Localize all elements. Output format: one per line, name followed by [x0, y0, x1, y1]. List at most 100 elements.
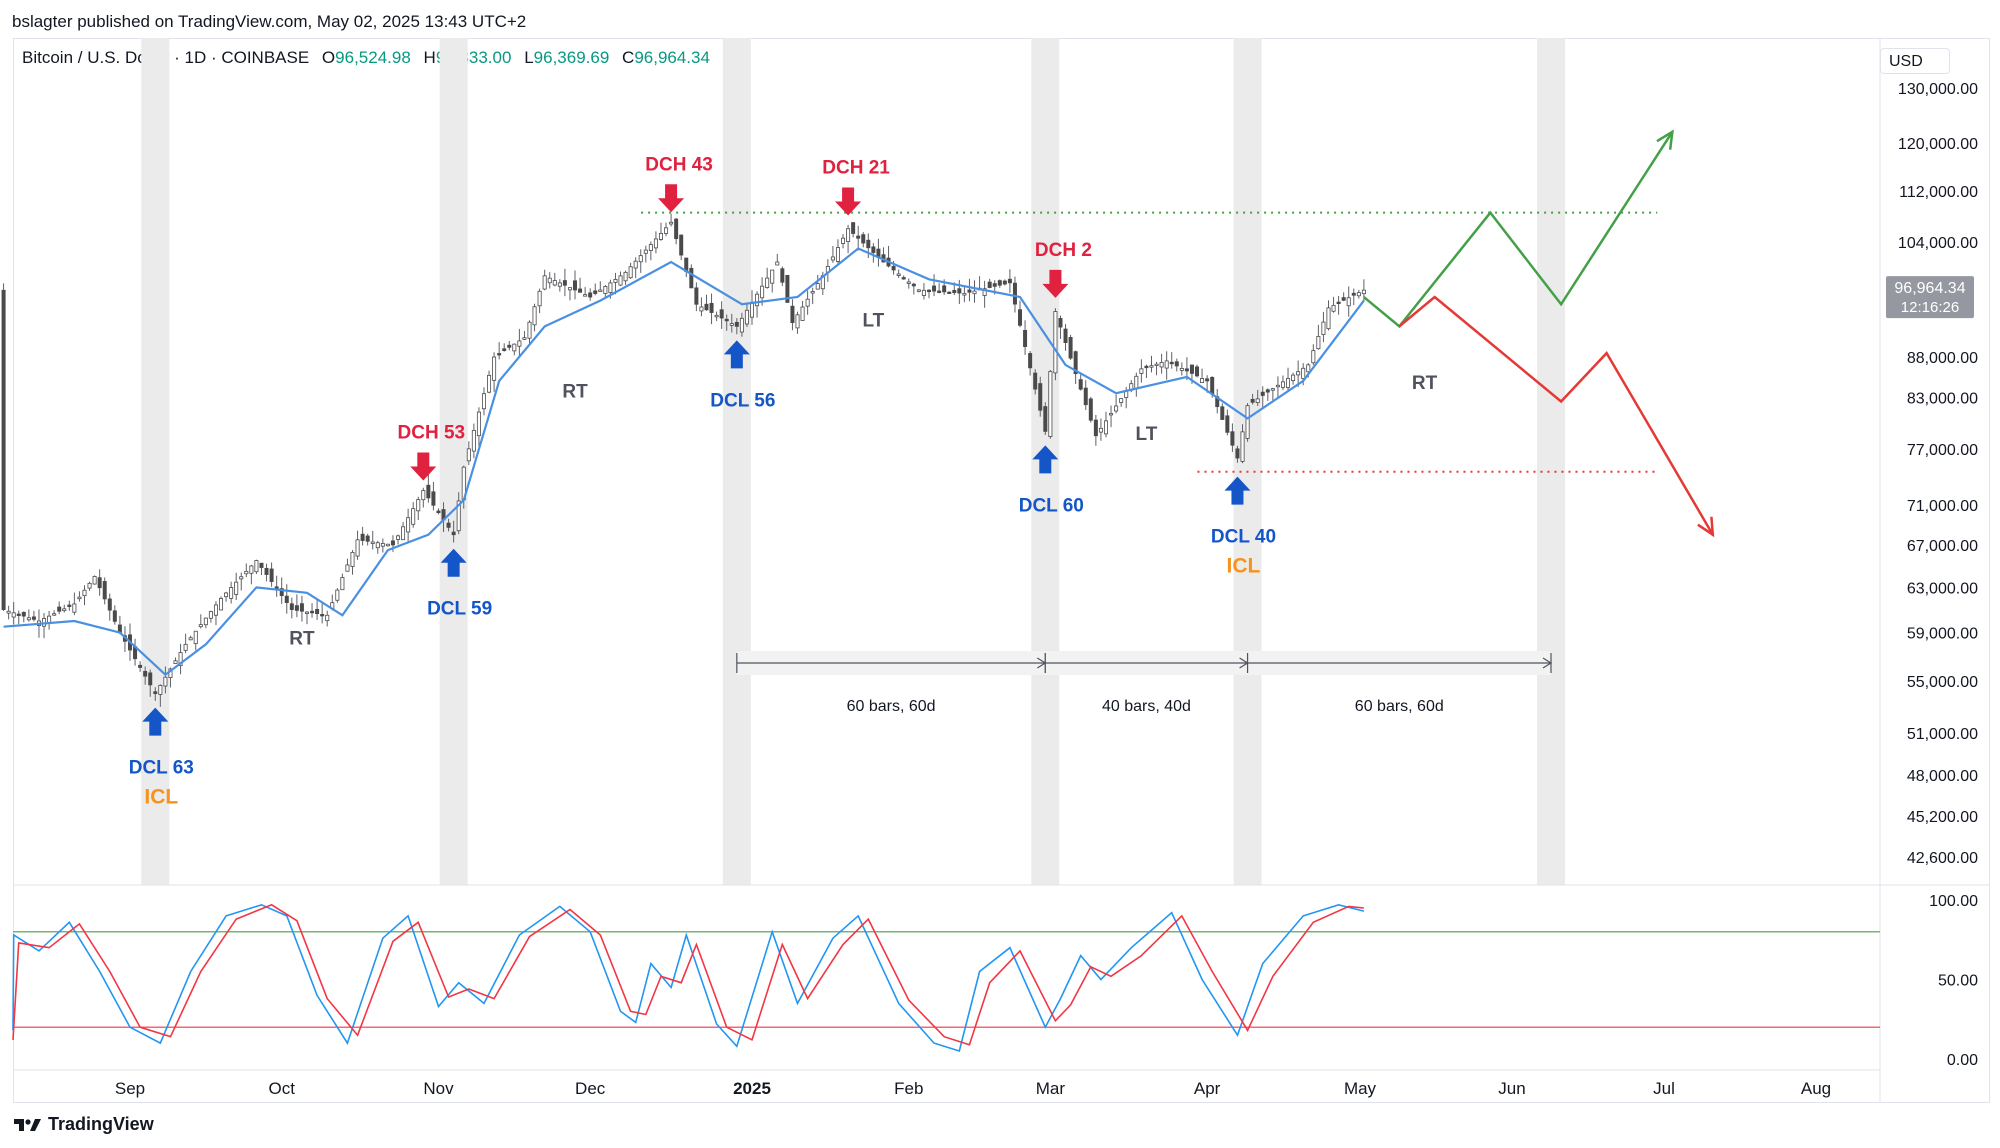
tradingview-footer[interactable]: TradingView	[14, 1114, 154, 1135]
candle-body	[244, 570, 249, 575]
candle-body	[355, 539, 360, 557]
candle-body	[750, 301, 755, 318]
range-arrowhead-2	[1542, 657, 1553, 669]
candle-body	[380, 543, 385, 547]
candle-body	[274, 586, 279, 589]
candle-body	[456, 500, 461, 532]
candle-body	[57, 606, 62, 612]
candle-body	[699, 306, 704, 312]
candle-body	[446, 522, 451, 528]
candle-body	[805, 298, 810, 307]
cycle-band-5	[1536, 38, 1565, 885]
dcl-arrow-icon	[723, 340, 750, 369]
candle-body	[926, 289, 931, 293]
time-tick-2: Nov	[423, 1079, 454, 1098]
candle-body	[406, 517, 411, 533]
candle-body	[213, 604, 218, 616]
candle-body	[846, 228, 851, 243]
moving-average-line	[3, 247, 1365, 677]
candle-body	[724, 318, 729, 322]
candle-body	[1023, 329, 1028, 347]
candle-body	[623, 271, 628, 282]
candle-body	[921, 289, 926, 296]
candle-body	[224, 592, 229, 598]
candle-body	[1179, 368, 1184, 371]
candle-body	[987, 281, 992, 288]
dcl-arrow-icon	[440, 548, 467, 577]
price-tick-13: 48,000.00	[1907, 768, 1978, 785]
bar-countdown: 12:16:26	[1901, 299, 1959, 316]
candle-body	[1063, 328, 1068, 343]
candle-body	[557, 282, 562, 287]
candle-body	[259, 562, 264, 568]
candle-body	[1235, 448, 1240, 459]
candle-body	[537, 290, 542, 307]
dch-label-3: DCH 2	[1035, 240, 1092, 261]
candle-body	[962, 293, 967, 296]
candle-body	[31, 616, 36, 620]
candle-body	[967, 289, 972, 293]
candle-body	[1134, 375, 1139, 390]
candle-body	[1291, 374, 1296, 381]
dch-arrow-icon	[835, 187, 862, 216]
candle-body	[744, 309, 749, 325]
dcl-arrow-icon	[1032, 445, 1059, 474]
candle-body	[1007, 278, 1012, 284]
time-tick-11: Aug	[1801, 1079, 1831, 1098]
candle-body	[841, 237, 846, 244]
candle-body	[401, 526, 406, 541]
stochastic-k-line	[12, 903, 1365, 1053]
candle-body	[1068, 337, 1073, 359]
tradingview-logo-icon	[14, 1118, 41, 1131]
candle-body	[775, 261, 780, 266]
candle-body	[340, 577, 345, 591]
currency-selector[interactable]: USD	[1880, 48, 1950, 74]
dcl-label-7: DCL 60	[1019, 495, 1084, 516]
phase-label-1: RT	[562, 381, 588, 402]
candle-body	[1078, 379, 1083, 390]
candle-body	[1088, 398, 1093, 421]
price-tick-10: 59,000.00	[1907, 626, 1978, 643]
candle-body	[299, 603, 304, 612]
bearish-projection	[1398, 295, 1714, 536]
candle-body	[11, 612, 16, 618]
candle-body	[916, 289, 921, 292]
candle-body	[163, 676, 168, 687]
candle-body	[426, 484, 431, 499]
candle-body	[1245, 405, 1250, 439]
phase-label-4: RT	[1412, 373, 1438, 394]
candle-body	[1189, 364, 1194, 374]
candle-body	[1250, 398, 1255, 403]
last-price-value: 96,964.34	[1894, 280, 1965, 297]
candle-body	[856, 235, 861, 239]
candle-body	[234, 581, 239, 595]
candle-body	[62, 608, 67, 612]
candle-body	[1018, 309, 1023, 326]
candle-body	[679, 234, 684, 256]
phase-label-0: RT	[289, 628, 315, 649]
candle-body	[492, 356, 497, 381]
close-value: 96,964.34	[634, 48, 710, 67]
dch-arrow-icon	[410, 452, 437, 481]
candle-body	[719, 309, 724, 319]
candle-body	[552, 280, 557, 286]
candle-body	[861, 234, 866, 244]
candle-body	[1361, 289, 1366, 295]
candle-body	[532, 306, 537, 326]
candle-body	[835, 247, 840, 262]
dcl-label-5: DCL 59	[427, 599, 492, 620]
candle-body	[780, 268, 785, 283]
candle-body	[957, 288, 962, 294]
candle-body	[264, 567, 269, 575]
candle-body	[436, 510, 441, 514]
candle-body	[896, 273, 901, 276]
candle-body	[158, 684, 163, 695]
candle-body	[694, 287, 699, 305]
chart-canvas[interactable]: 130,000.00 120,000.00 112,000.00 104,000.00…	[0, 0, 2000, 1110]
candle-body	[92, 576, 97, 585]
published-line: bslagter published on TradingView.com, M…	[12, 12, 527, 31]
candle-body	[653, 238, 658, 249]
osc-tick-1: 50.00	[1938, 973, 1978, 990]
price-tick-14: 45,200.00	[1907, 809, 1978, 826]
candle-body	[16, 613, 21, 616]
